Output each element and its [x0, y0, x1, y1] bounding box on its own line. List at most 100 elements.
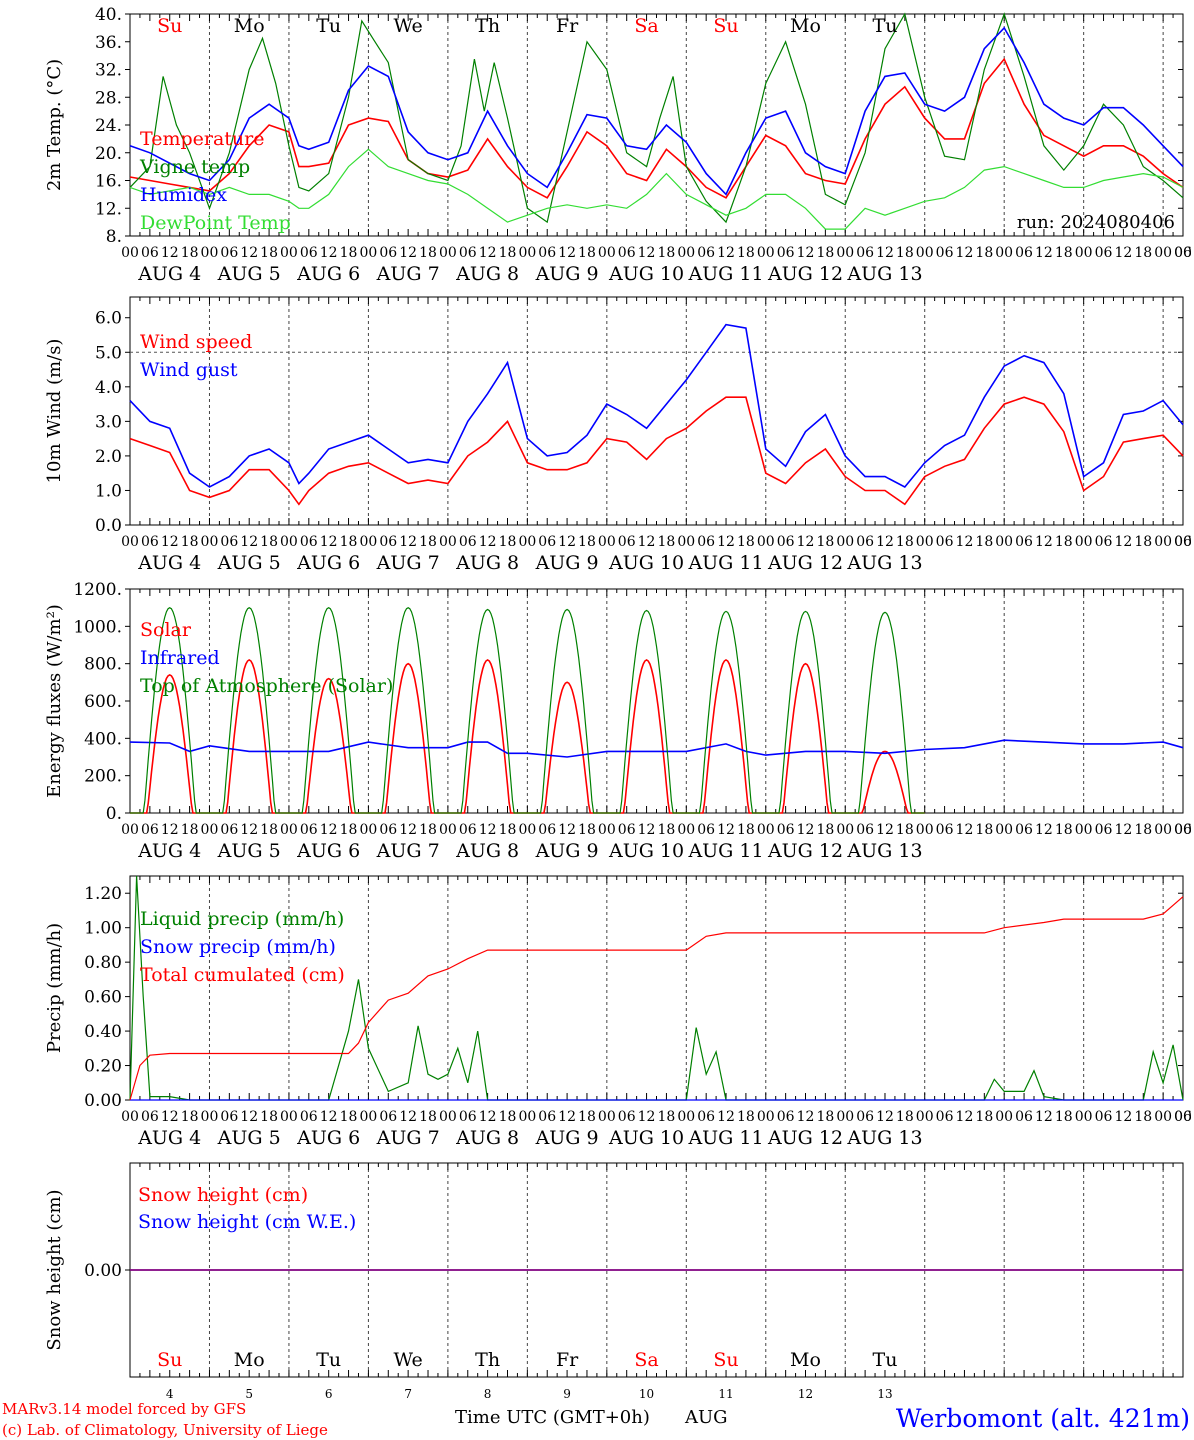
weekday-label: Mo: [790, 1349, 821, 1371]
x-hour-label: 06: [936, 1109, 954, 1125]
y-axis-label: 10m Wind (m/s): [44, 339, 65, 484]
x-day-label: AUG 11: [687, 840, 763, 862]
x-hour-label: 00: [757, 1109, 775, 1125]
x-hour-label: 00: [916, 1109, 934, 1125]
x-hour-label: 12: [1114, 245, 1132, 261]
legend-entry: Liquid precip (mm/h): [140, 908, 344, 930]
x-hour-label: 18: [975, 822, 993, 838]
x-hour-label: 06: [459, 534, 477, 550]
x-hour-label: 00: [1174, 822, 1192, 838]
x-day-label: AUG 6: [296, 840, 360, 862]
x-hour-label: 12: [638, 822, 656, 838]
y-tick-label: 0.20: [84, 1057, 122, 1077]
x-hour-label: 12: [797, 534, 815, 550]
panel-5: 0.00 Snow height (cm) Snow height (cm) Snow…: [44, 1162, 1184, 1401]
y-axis-label: 2m Temp. (°C): [44, 59, 65, 191]
x-day-number: 10: [639, 1387, 654, 1401]
x-day-label: AUG 8: [455, 1127, 519, 1149]
x-hour-label: 12: [1035, 1109, 1053, 1125]
x-day-label: AUG 10: [608, 552, 684, 574]
x-day-number: 11: [718, 1387, 733, 1401]
x-hour-label: 06: [300, 822, 318, 838]
x-hour-label: 06: [697, 245, 715, 261]
x-hour-label: 06: [300, 1109, 318, 1125]
x-hour-label: 00: [598, 534, 616, 550]
y-tick-label: 3.0: [95, 412, 122, 432]
x-hour-label: 00: [1154, 245, 1172, 261]
x-day-number: 7: [404, 1387, 412, 1401]
x-hour-label: 12: [638, 534, 656, 550]
weekday-label: Tu: [316, 15, 341, 37]
x-hour-label: 00: [121, 534, 139, 550]
x-day-label: AUG 12: [767, 263, 843, 285]
x-hour-label: 00: [1075, 822, 1093, 838]
x-hour-label: 18: [816, 1109, 834, 1125]
weekday-label: Fr: [556, 1349, 579, 1371]
x-hour-label: 12: [479, 534, 497, 550]
x-hour-label: 18: [658, 1109, 676, 1125]
x-hour-label: 06: [856, 245, 874, 261]
x-hour-label: 06: [379, 534, 397, 550]
y-tick-label: 1.20: [84, 884, 122, 904]
x-hour-label: 06: [538, 822, 556, 838]
x-hour-label: 06: [856, 1109, 874, 1125]
x-hour-label: 18: [1134, 245, 1152, 261]
x-day-label: AUG 10: [608, 1127, 684, 1149]
x-hour-label: 12: [399, 245, 417, 261]
x-hour-label: 06: [618, 245, 636, 261]
x-hour-label: 18: [578, 1109, 596, 1125]
x-hour-label: 12: [1114, 1109, 1132, 1125]
x-day-label: AUG 6: [296, 552, 360, 574]
x-hour-label: 12: [1114, 534, 1132, 550]
x-hour-label: 00: [121, 822, 139, 838]
y-tick-label: 400.: [84, 729, 122, 749]
x-hour-label: 06: [1174, 822, 1192, 838]
x-hour-label: 00: [280, 1109, 298, 1125]
x-hour-label: 00: [360, 245, 378, 261]
x-hour-label: 18: [340, 534, 358, 550]
x-hour-label: 18: [340, 245, 358, 261]
weekday-label: Mo: [234, 15, 265, 37]
x-hour-label: 18: [499, 534, 517, 550]
x-hour-label: 18: [1055, 534, 1073, 550]
x-hour-label: 18: [737, 822, 755, 838]
x-day-label: AUG 13: [846, 552, 922, 574]
x-hour-label: 18: [896, 245, 914, 261]
x-day-label: AUG 8: [455, 263, 519, 285]
x-hour-label: 06: [1095, 534, 1113, 550]
x-hour-label: 06: [1015, 534, 1033, 550]
x-day-number: 6: [325, 1387, 333, 1401]
x-hour-label: 00: [677, 1109, 695, 1125]
x-hour-label: 12: [399, 822, 417, 838]
x-hour-label: 12: [1035, 245, 1053, 261]
x-hour-label: 18: [499, 245, 517, 261]
x-hour-label: 06: [300, 534, 318, 550]
x-hour-label: 12: [717, 534, 735, 550]
x-hour-label: 00: [836, 1109, 854, 1125]
x-hour-label: 18: [419, 534, 437, 550]
y-axis-label: Energy fluxes (W/m²): [44, 604, 65, 798]
weekday-label: We: [394, 15, 423, 37]
x-hour-label: 12: [161, 245, 179, 261]
x-day-label: AUG 13: [846, 1127, 922, 1149]
x-day-label: AUG 7: [376, 840, 440, 862]
x-hour-label: 00: [995, 245, 1013, 261]
x-hour-label: 18: [1134, 822, 1152, 838]
x-hour-label: 12: [240, 1109, 258, 1125]
legend-entry: Total cumulated (cm): [140, 964, 345, 986]
x-hour-label: 18: [419, 1109, 437, 1125]
x-hour-label: 12: [320, 822, 338, 838]
x-hour-label: 00: [916, 245, 934, 261]
x-hour-label: 06: [697, 534, 715, 550]
x-hour-label: 06: [618, 1109, 636, 1125]
x-hour-label: 12: [956, 1109, 974, 1125]
x-hour-label: 12: [638, 245, 656, 261]
x-hour-label: 12: [479, 822, 497, 838]
legend-entry: Humidex: [140, 184, 227, 206]
x-day-label: AUG 7: [376, 263, 440, 285]
weekday-label: Su: [713, 15, 738, 37]
x-hour-label: 12: [161, 822, 179, 838]
x-day-label: AUG 5: [217, 1127, 281, 1149]
x-hour-label: 06: [777, 1109, 795, 1125]
y-tick-label: 1.00: [84, 919, 122, 939]
